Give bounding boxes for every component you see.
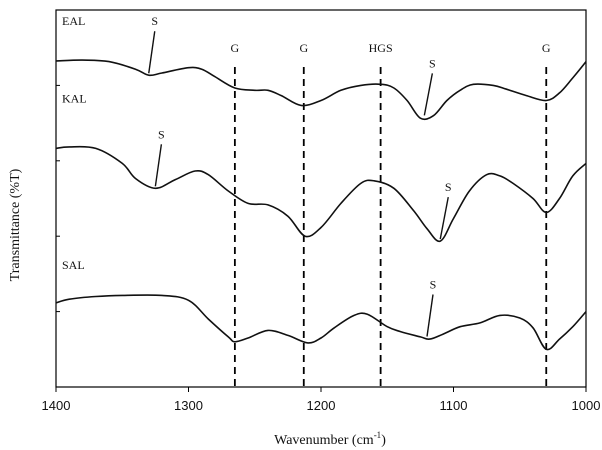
marker-label: G <box>299 41 308 55</box>
marker-label: G <box>231 41 240 55</box>
s-label: S <box>445 180 452 194</box>
x-axis-ticks: 1400 1300 1200 1100 1000 <box>42 387 601 413</box>
marker-label: HGS <box>369 41 393 55</box>
series-label: SAL <box>62 258 85 272</box>
vertical-markers: G G HGS G <box>231 41 551 387</box>
series-label: KAL <box>62 91 87 105</box>
s-leader <box>426 294 434 337</box>
x-axis-title-sup: -1 <box>374 430 382 440</box>
x-axis-title-main: Wavenumber (cm <box>274 433 374 448</box>
x-tick-label: 1400 <box>42 398 71 413</box>
s-leader <box>439 196 449 240</box>
series-line <box>55 294 587 351</box>
marker-label: G <box>542 41 551 55</box>
series-lines <box>55 59 587 351</box>
x-tick-label: 1000 <box>572 398 601 413</box>
s-label: S <box>429 56 436 70</box>
x-axis-title-close: ) <box>381 433 386 448</box>
plot-frame <box>55 9 587 388</box>
s-label: S <box>158 127 165 141</box>
series-line <box>55 59 587 121</box>
series-label: EAL <box>62 14 85 28</box>
x-tick-label: 1100 <box>440 398 468 413</box>
s-label: S <box>151 14 158 28</box>
s-leader <box>148 31 156 74</box>
annotations: EAL KAL SAL S S S S S <box>62 14 452 337</box>
plot-border <box>55 9 587 388</box>
x-tick-label: 1300 <box>174 398 203 413</box>
y-axis-title: Transmittance (%T) <box>8 168 23 281</box>
x-axis-title: Wavenumber (cm-1) <box>274 430 386 448</box>
x-tick-label: 1200 <box>307 398 336 413</box>
s-leader <box>154 144 163 187</box>
s-leader <box>423 73 434 116</box>
series-line <box>55 145 587 243</box>
s-label: S <box>430 277 437 291</box>
